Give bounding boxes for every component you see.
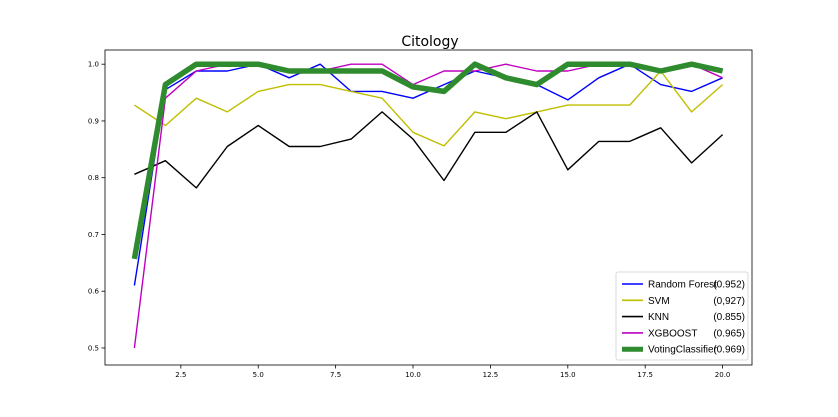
legend-score: (0.855) — [713, 312, 745, 323]
legend-label: Random Forest — [648, 280, 717, 291]
legend-score: (0,927) — [713, 296, 745, 307]
x-tick-label: 5.0 — [253, 371, 264, 379]
legend-score: (0.965) — [713, 328, 745, 339]
series-line-svm — [134, 70, 724, 147]
legend-label: XGBOOST — [648, 328, 697, 339]
y-tick-label: 0.6 — [88, 288, 100, 296]
x-tick-label: 10.0 — [405, 371, 421, 379]
x-tick-label: 17.5 — [637, 371, 653, 379]
legend: Random Forest(0.952) SVM (0,927) KNN (0.855)… — [615, 271, 749, 361]
legend-label: VotingClassifier — [648, 345, 718, 356]
series-group — [131, 61, 724, 349]
y-tick-label: 0.9 — [88, 117, 99, 125]
legend-score: (0.969) — [713, 345, 745, 356]
chart-title: Citology — [401, 34, 458, 50]
series-line-votingclassifier — [131, 61, 724, 260]
y-tick-label: 0.7 — [88, 231, 99, 239]
y-axis: 0.5 0.6 0.7 0.8 0.9 1.0 — [88, 61, 105, 352]
x-tick-label: 7.5 — [330, 371, 341, 379]
y-tick-label: 1.0 — [88, 61, 99, 69]
x-tick-label: 2.5 — [175, 371, 186, 379]
legend-label: KNN — [648, 312, 669, 323]
legend-box — [615, 271, 749, 361]
legend-score: (0.952) — [713, 280, 745, 291]
x-tick-label: 20.0 — [715, 371, 731, 379]
series-line-random-forest — [133, 63, 723, 286]
legend-label: SVM — [648, 296, 670, 307]
x-tick-label: 15.0 — [560, 371, 576, 379]
y-tick-label: 0.5 — [88, 344, 99, 352]
x-tick-label: 12.5 — [483, 371, 499, 379]
x-axis: 2.5 5.0 7.5 10.0 12.5 15.0 17.5 20.0 — [175, 365, 730, 379]
series-line-knn — [134, 111, 724, 189]
plot-frame — [104, 49, 753, 366]
y-tick-label: 0.8 — [88, 174, 99, 182]
